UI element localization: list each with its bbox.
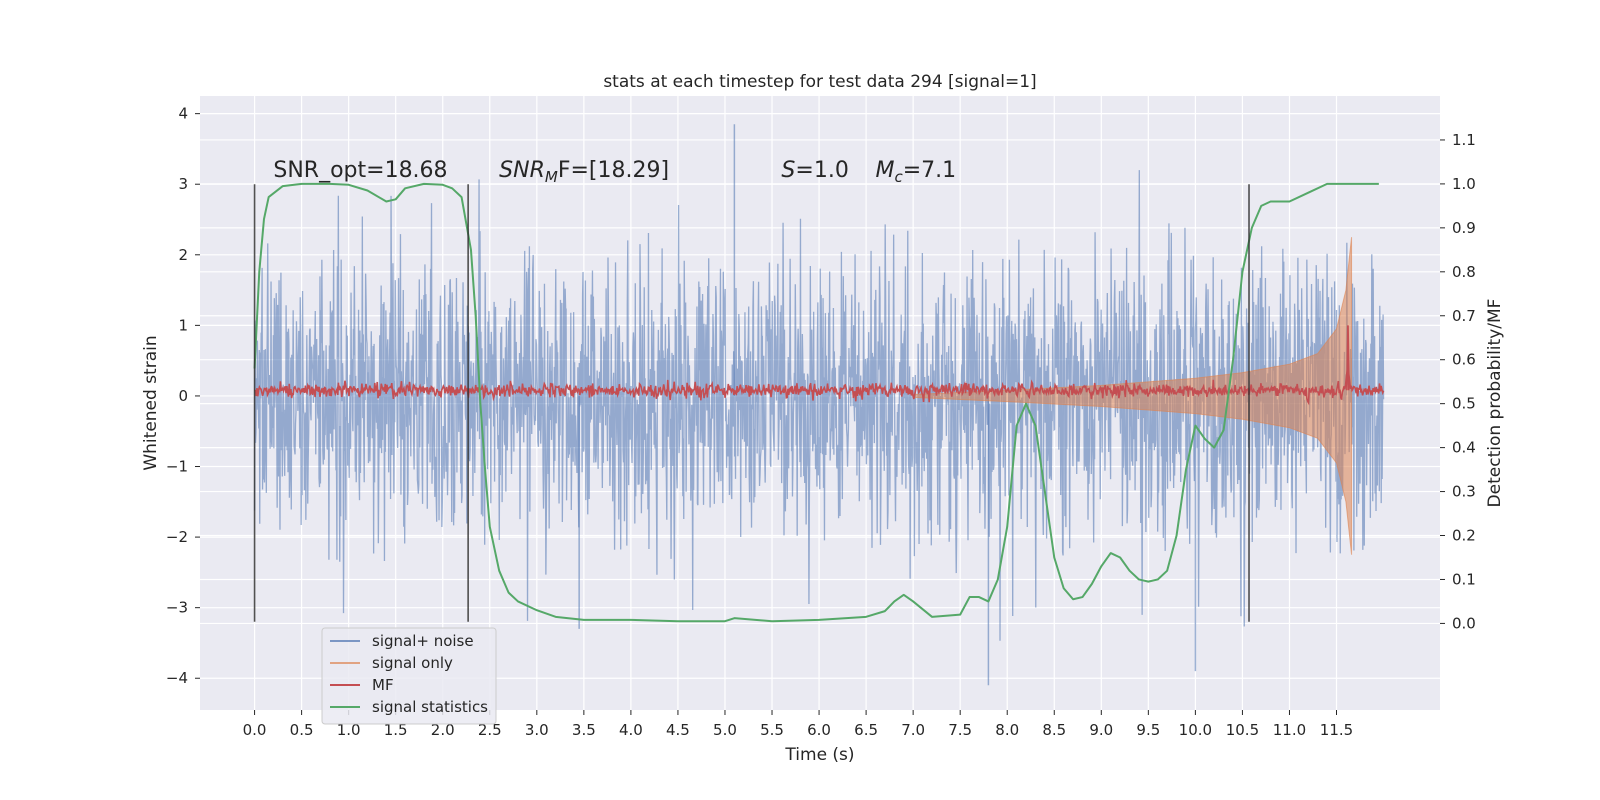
x-tick-label: 8.5: [1042, 721, 1066, 739]
x-tick-label: 5.5: [760, 721, 784, 739]
x-tick-label: 7.0: [901, 721, 925, 739]
x-tick-label: 8.0: [995, 721, 1019, 739]
legend-label: signal statistics: [372, 698, 488, 716]
y-tick-label: −2: [166, 528, 188, 546]
y2-tick-label: 1.0: [1452, 175, 1476, 193]
y-tick-label: 0: [178, 387, 188, 405]
y-tick-label: 3: [178, 175, 188, 193]
annotation-chirp-mass: Mc=7.1: [876, 158, 957, 186]
x-tick-label: 10.5: [1226, 721, 1259, 739]
y2-tick-label: 1.1: [1452, 131, 1476, 149]
x-tick-label: 1.5: [384, 721, 408, 739]
series-mf-line: [254, 325, 1385, 406]
annotations: SNR_opt=18.68 SNRMF=[18.29] S=1.0 Mc=7.1: [273, 158, 956, 186]
series-signal-statistics-line: [253, 182, 1379, 623]
y2-tick-label: 0.9: [1452, 219, 1476, 237]
x-tick-label: 4.0: [619, 721, 643, 739]
y2-tick-label: 0.8: [1452, 263, 1476, 281]
x-tick-label: 6.5: [854, 721, 878, 739]
y-tick-label: −4: [166, 669, 188, 687]
x-tick-label: 0.0: [243, 721, 267, 739]
legend-label: signal only: [372, 654, 453, 672]
x-tick-label: 11.5: [1320, 721, 1353, 739]
y-axis-label: Whitened strain: [141, 335, 161, 470]
annotation-spin: S=1.0: [781, 158, 848, 183]
x-axis-label: Time (s): [784, 745, 854, 765]
legend: signal+ noise signal only MF signal statist…: [321, 627, 497, 725]
y2-tick-label: 0.2: [1452, 527, 1476, 545]
x-tick-label: 6.0: [807, 721, 831, 739]
series-group: [253, 124, 1385, 686]
y2-tick-label: 0.6: [1452, 351, 1476, 369]
y-tick-label: 2: [178, 246, 188, 264]
y-tick-label: 4: [178, 105, 188, 123]
vertical-markers: [253, 184, 1250, 622]
x-tick-label: 3.0: [525, 721, 549, 739]
x-tick-label: 0.5: [290, 721, 314, 739]
annotation-snr-mf: SNRMF=[18.29]: [499, 158, 669, 186]
y2-tick-label: 0.3: [1452, 483, 1476, 501]
x-tick-label: 7.5: [948, 721, 972, 739]
y-tick-label: 1: [178, 316, 188, 334]
y2-tick-label: 0.0: [1452, 614, 1476, 632]
y2-tick-label: 0.4: [1452, 439, 1476, 457]
x-tick-label: 9.5: [1136, 721, 1160, 739]
annotation-snr-opt: SNR_opt=18.68: [273, 158, 447, 183]
legend-box: [321, 627, 497, 725]
y2-tick-label: 0.1: [1452, 570, 1476, 588]
y2-tick-label: 0.5: [1452, 395, 1476, 413]
series-signal-only-band: [912, 237, 1353, 555]
chart-title: stats at each timestep for test data 294…: [603, 72, 1036, 92]
x-tick-label: 5.0: [713, 721, 737, 739]
legend-label: MF: [372, 676, 394, 694]
legend-label: signal+ noise: [372, 632, 474, 650]
y-tick-label: −3: [166, 599, 188, 617]
y2-axis-label: Detection probability/MF: [1485, 299, 1505, 508]
x-tick-label: 10.0: [1179, 721, 1212, 739]
x-tick-label: 2.0: [431, 721, 455, 739]
x-tick-label: 3.5: [572, 721, 596, 739]
x-tick-label: 4.5: [666, 721, 690, 739]
y2-tick-label: 0.7: [1452, 307, 1476, 325]
x-tick-label: 1.0: [337, 721, 361, 739]
axes: 0.0 0.5 1.0 1.5 2.0 2.5 3.0 3.5 4.0 4.5 5.0 5.5 6.0 6…: [166, 105, 1476, 739]
x-tick-label: 11.0: [1273, 721, 1306, 739]
y-tick-label: −1: [166, 458, 188, 476]
x-tick-label: 9.0: [1089, 721, 1113, 739]
x-tick-label: 2.5: [478, 721, 502, 739]
series-signal-noise-line: [253, 170, 1385, 641]
